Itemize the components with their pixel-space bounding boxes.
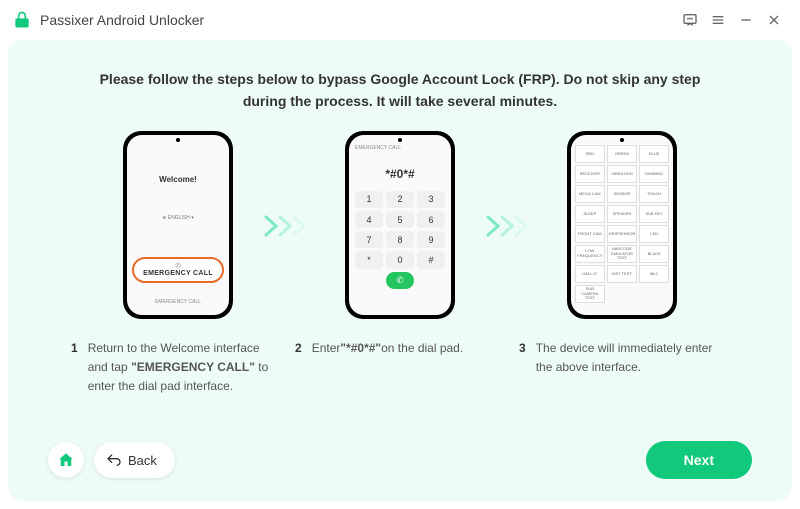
menu-icon[interactable] xyxy=(704,6,732,34)
home-button[interactable] xyxy=(48,442,84,478)
home-icon xyxy=(57,451,75,469)
caption-1: 1 Return to the Welcome interface and ta… xyxy=(71,339,281,397)
dial-key xyxy=(417,272,445,289)
test-cell: GREEN xyxy=(607,145,638,163)
caption-2: 2 Enter"*#0*#"on the dial pad. xyxy=(295,339,505,397)
test-cell: BLACK xyxy=(639,245,669,263)
phone-glyph-icon: ✆ xyxy=(175,262,181,270)
steps-row: Welcome! ⊕ ENGLISH ▾ ✆ EMERGENCY CALL EM… xyxy=(48,131,752,319)
caption-3-text: The device will immediately enter the ab… xyxy=(536,339,729,397)
test-cell: MEGA CAM xyxy=(575,185,605,203)
test-cell: HALL IC xyxy=(575,265,605,283)
dial-key: 6 xyxy=(417,211,445,228)
close-icon[interactable] xyxy=(760,6,788,34)
step3-phone: REDGREENBLUE RECEIVERVIBRATIONDIMMING MEGA… xyxy=(547,131,697,319)
lock-icon xyxy=(12,10,32,30)
brand: Passixer Android Unlocker xyxy=(12,10,204,30)
test-cell: MLC xyxy=(639,265,669,283)
back-button[interactable]: Back xyxy=(94,442,175,478)
caption-1-num: 1 xyxy=(71,339,78,397)
test-cell: RECEIVER xyxy=(575,165,605,183)
minimize-icon[interactable] xyxy=(732,6,760,34)
test-cell: SUB CAMERA TEST xyxy=(575,285,605,303)
phone1-lang: ⊕ ENGLISH ▾ xyxy=(127,215,229,221)
dial-key: 7 xyxy=(355,231,383,248)
arrow-icon xyxy=(259,211,319,241)
step1-phone: Welcome! ⊕ ENGLISH ▾ ✆ EMERGENCY CALL EM… xyxy=(103,131,253,319)
captions: 1 Return to the Welcome interface and ta… xyxy=(48,339,752,397)
arrow-icon xyxy=(481,211,541,241)
footer: Back Next xyxy=(48,441,752,479)
dial-key: 0 xyxy=(386,251,414,268)
back-icon xyxy=(106,452,122,468)
next-label: Next xyxy=(684,452,714,468)
dial-key: 8 xyxy=(386,231,414,248)
step2-phone: EMERGENCY CALL *#0*# 123 456 789 *0#✆ xyxy=(325,131,475,319)
brand-name: Passixer Android Unlocker xyxy=(40,12,204,28)
test-cell: DIMMING xyxy=(639,165,669,183)
dial-key: 1 xyxy=(355,191,383,208)
test-cell: FRONT CAM xyxy=(575,225,605,243)
phone1-emergency-text: EMERGENCY CALL xyxy=(143,270,213,277)
phone2-number: *#0*# xyxy=(349,167,451,181)
test-cell: SPEAKER xyxy=(607,205,638,223)
test-grid: REDGREENBLUE RECEIVERVIBRATIONDIMMING MEGA… xyxy=(575,145,669,305)
test-cell: VIBRATION xyxy=(607,165,638,183)
test-cell: BLUE xyxy=(639,145,669,163)
phone1-emergency-pill: ✆ EMERGENCY CALL xyxy=(132,257,224,283)
caption-2-num: 2 xyxy=(295,339,302,397)
caption-1-text: Return to the Welcome interface and tap … xyxy=(88,339,281,397)
caption-2-text: Enter"*#0*#"on the dial pad. xyxy=(312,339,464,397)
headline: Please follow the steps below to bypass … xyxy=(80,68,720,113)
phone2-head: EMERGENCY CALL xyxy=(355,145,401,151)
next-button[interactable]: Next xyxy=(646,441,752,479)
dial-key: * xyxy=(355,251,383,268)
dial-key xyxy=(355,272,383,289)
phone1-welcome: Welcome! xyxy=(127,175,229,184)
test-cell: GRIPSENSOR xyxy=(607,225,638,243)
test-cell: TOUCH xyxy=(639,185,669,203)
test-cell: BARCODE EMULATOR TEST xyxy=(607,245,638,263)
titlebar: Passixer Android Unlocker xyxy=(0,0,800,40)
dial-key: 9 xyxy=(417,231,445,248)
dial-key: 3 xyxy=(417,191,445,208)
test-cell: SUB KEY xyxy=(639,205,669,223)
feedback-icon[interactable] xyxy=(676,6,704,34)
dial-key: # xyxy=(417,251,445,268)
dial-key: 2 xyxy=(386,191,414,208)
caption-3-num: 3 xyxy=(519,339,526,397)
test-cell: RED xyxy=(575,145,605,163)
caption-3: 3 The device will immediately enter the … xyxy=(519,339,729,397)
test-cell: LED xyxy=(639,225,669,243)
dial-key: 5 xyxy=(386,211,414,228)
test-cell: SENSOR xyxy=(607,185,638,203)
phone1-bottom: EMERGENCY CALL xyxy=(127,299,229,305)
content-panel: Please follow the steps below to bypass … xyxy=(8,40,792,501)
test-cell: LOW FREQUENCY xyxy=(575,245,605,263)
back-label: Back xyxy=(128,453,157,468)
test-cell: SLEEP xyxy=(575,205,605,223)
dial-key: ✆ xyxy=(386,272,414,289)
dial-pad: 123 456 789 *0#✆ xyxy=(355,191,445,289)
dial-key: 4 xyxy=(355,211,383,228)
test-cell: MST TEST xyxy=(607,265,638,283)
